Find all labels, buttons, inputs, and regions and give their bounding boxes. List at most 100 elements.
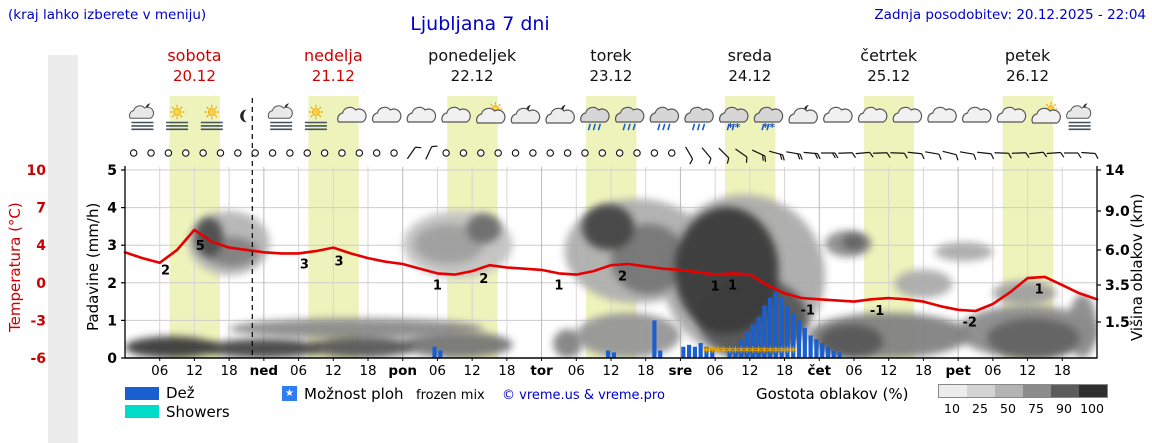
calm-wind-icon [598, 149, 607, 157]
temp-label: 5 [196, 239, 205, 254]
snowflake-icon: * [735, 121, 741, 134]
cloud-density-scale-ticks: 10 25 50 75 90 100 [938, 401, 1106, 416]
cloud-layer [819, 324, 883, 359]
temp-label: 1 [554, 278, 563, 293]
precip-bar [756, 316, 761, 358]
wind-barb-icon [1011, 152, 1030, 158]
last-update-timestamp: Zadnja posodobitev: 20.12.2025 - 22:04 [874, 7, 1146, 23]
raindrop-icon [726, 123, 730, 131]
wind-barb-icon [701, 147, 712, 165]
calm-wind-icon [563, 149, 572, 157]
cloud-layer [987, 318, 1080, 358]
weather-icon-fog-moon [1066, 103, 1092, 131]
precip-bar [652, 320, 657, 358]
day-abbr-label: ned [250, 363, 278, 379]
temp-label: 1 [728, 278, 737, 293]
precip-bar [744, 331, 750, 358]
precip-tick-label: 3 [107, 238, 117, 254]
cloud-layer [194, 217, 224, 257]
cloud-layer [414, 224, 484, 264]
frozen-mix-star: * [726, 346, 733, 361]
page-title: Ljubljana 7 dni [410, 13, 550, 35]
calm-wind-icon [633, 149, 641, 157]
cloud-layer [125, 336, 218, 359]
density-scale-tick-label: 50 [1000, 401, 1016, 416]
hour-tick-label: 12 [602, 363, 619, 379]
frozen-mix-star: * [744, 346, 751, 361]
wind-barb-icon [685, 146, 694, 165]
copyright-link[interactable]: © vreme.us & vreme.pro [502, 388, 665, 403]
weather-icon-sleet: * * [719, 106, 749, 134]
precip-bar [733, 346, 738, 358]
temperature-point-labels: 253 31 2 121 1-1 -1-21 [161, 239, 1044, 331]
axes-frame [121, 166, 1101, 361]
calm-wind-icon [338, 149, 346, 157]
wind-barb-icon [786, 151, 803, 160]
weather-icon-fog-moon [128, 103, 155, 131]
precip-bar [785, 305, 790, 358]
frozen-mix-star: * [732, 346, 739, 361]
weather-icon-cloud [441, 106, 471, 123]
raindrop-icon [667, 123, 671, 131]
star-icon: ★ [285, 388, 294, 399]
temp-label: 1 [1035, 282, 1044, 297]
frozen-mix-star: * [720, 346, 727, 361]
raindrop-icon [691, 123, 696, 131]
day-header-date: 23.12 [589, 67, 633, 85]
calm-wind-icon [372, 149, 381, 157]
temp-tick-label: 7 [36, 201, 46, 217]
hour-tick-label: 18 [776, 363, 793, 379]
wind-barb-icon [959, 151, 977, 160]
snowflake-icon: * [769, 121, 775, 134]
frozen-mix-star: * [784, 346, 791, 361]
weather-icon-rain [614, 106, 645, 131]
moon-icon [240, 109, 247, 123]
raindrop-icon [592, 123, 596, 131]
day-abbr-label: pon [388, 363, 417, 379]
precip-tick-label: 2 [107, 276, 117, 292]
precip-bar [791, 312, 796, 358]
precip-bar [658, 350, 663, 358]
temp-label: -1 [800, 303, 814, 318]
raindrop-icon [597, 123, 601, 131]
precipitation-axis-title: Padavine (mm/h) [84, 202, 102, 332]
wind-barb-icon [994, 152, 1012, 159]
temp-label: 3 [335, 255, 344, 270]
frozen-mix-star: * [749, 346, 756, 361]
weather-icon-fog-sun [200, 104, 223, 131]
calm-wind-icon [182, 149, 190, 157]
density-scale-segment [1079, 385, 1107, 397]
hour-tick-label: 06 [151, 363, 168, 379]
hour-tick-label: 12 [464, 363, 481, 379]
weather-icon-rain [580, 106, 610, 131]
frozen-mix-star: * [767, 346, 774, 361]
precip-tick-label: 1 [107, 313, 117, 329]
cloud-layer [310, 336, 415, 359]
precip-bar [704, 346, 709, 358]
wind-barb-icon [942, 150, 959, 161]
wind-barb-icon [838, 152, 856, 158]
hour-tick-label: 12 [741, 363, 758, 379]
precip-bar [710, 348, 715, 358]
calm-wind-icon [442, 149, 450, 157]
precip-bar [681, 346, 686, 358]
precip-bar [432, 346, 437, 358]
frozen-mix-star: * [738, 346, 745, 361]
precip-bar [692, 346, 697, 358]
cloud-density-legend-label: Gostota oblakov (%) [756, 385, 909, 403]
hour-tick-label: 12 [325, 363, 342, 379]
day-abbr-label: čet [807, 363, 831, 379]
density-scale-segment [1051, 385, 1079, 397]
cloud-layer [935, 242, 993, 262]
cloud-layer [842, 234, 866, 250]
cloud-layer [674, 206, 779, 334]
left-margin-strip [48, 55, 78, 443]
weather-icon-sleet: * * [753, 106, 784, 134]
precip-bar [808, 335, 813, 358]
weather-icon-cloud [996, 106, 1027, 123]
wind-barb-icon [735, 148, 748, 163]
temp-label: 1 [711, 280, 720, 295]
weather-icon-fog-sun [304, 104, 327, 131]
density-scale-segment [967, 385, 995, 397]
temp-label: -2 [962, 316, 976, 331]
